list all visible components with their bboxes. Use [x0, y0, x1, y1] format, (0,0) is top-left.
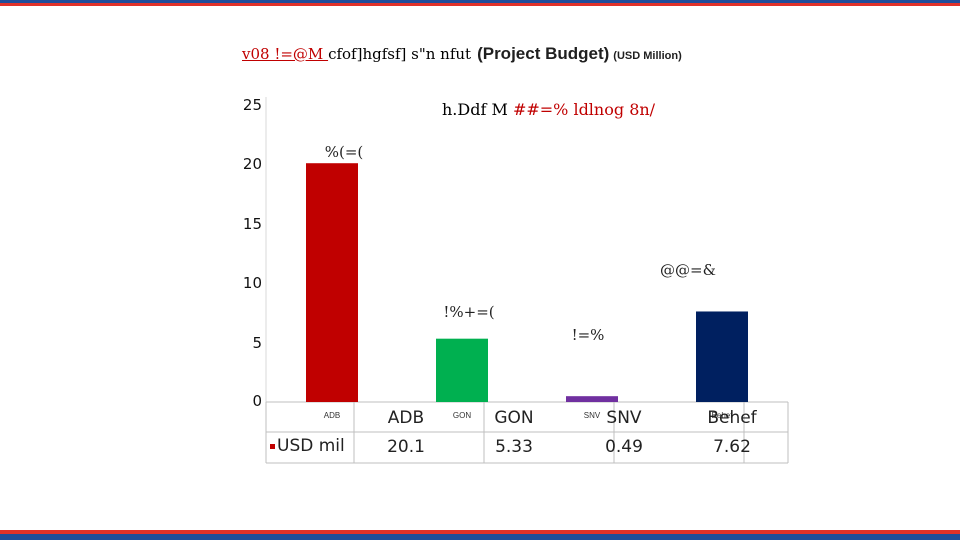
title-nepali-red: v08 !=@M: [242, 45, 329, 63]
table-cell-snv: 0.49: [605, 437, 643, 457]
data-label-behef: @@=&: [660, 261, 716, 279]
legend-label: USD mil: [277, 436, 345, 456]
x-tick-label: SNV: [584, 411, 601, 420]
bar-gon: [436, 338, 488, 402]
table-cell-behef: 7.62: [713, 437, 751, 457]
y-tick-label: 15: [242, 215, 262, 233]
bar-behef: [696, 311, 748, 402]
y-tick-label: 0: [252, 392, 262, 410]
y-tick-label: 5: [252, 334, 262, 352]
x-tick-label: GON: [453, 411, 471, 420]
title-main: (Project Budget): [477, 44, 610, 63]
y-tick-label: 25: [242, 96, 262, 114]
table-header-gon: GON: [494, 408, 534, 428]
title-nepali-black: cfof]hgfsf] s"n nfut: [328, 45, 472, 63]
total-value: ##=% ldlnog 8n/: [512, 100, 656, 119]
title-unit: (USD Million): [613, 50, 682, 62]
top-accent-bar: [0, 0, 960, 8]
slide-title: v08 !=@M cfof]hgfsf] s"n nfut (Project Bu…: [242, 44, 682, 64]
total-label: h.Ddf M: [442, 100, 513, 119]
y-tick-label: 10: [242, 274, 262, 292]
table-header-behef: Behef: [707, 408, 757, 428]
total-annotation: h.Ddf M ##=% ldlnog 8n/: [442, 100, 655, 119]
table-header-adb: ADB: [387, 408, 425, 428]
bar-snv: [566, 396, 618, 402]
data-label-adb: %(=(: [325, 143, 364, 161]
y-tick-label: 20: [242, 155, 262, 173]
table-header-snv: SNV: [606, 408, 642, 428]
x-tick-label: ADB: [324, 411, 340, 420]
table-cell-adb: 20.1: [387, 437, 425, 457]
data-label-snv: !=%: [572, 326, 605, 344]
bar-adb: [306, 163, 358, 402]
legend-swatch-icon: [270, 443, 275, 449]
data-label-gon: !%+=(: [443, 303, 494, 321]
x-tick-label: Behef: [712, 411, 734, 420]
bottom-accent-bar: [0, 530, 960, 540]
legend-row-label: USD mil: [270, 436, 345, 456]
table-cell-gon: 5.33: [495, 437, 533, 457]
